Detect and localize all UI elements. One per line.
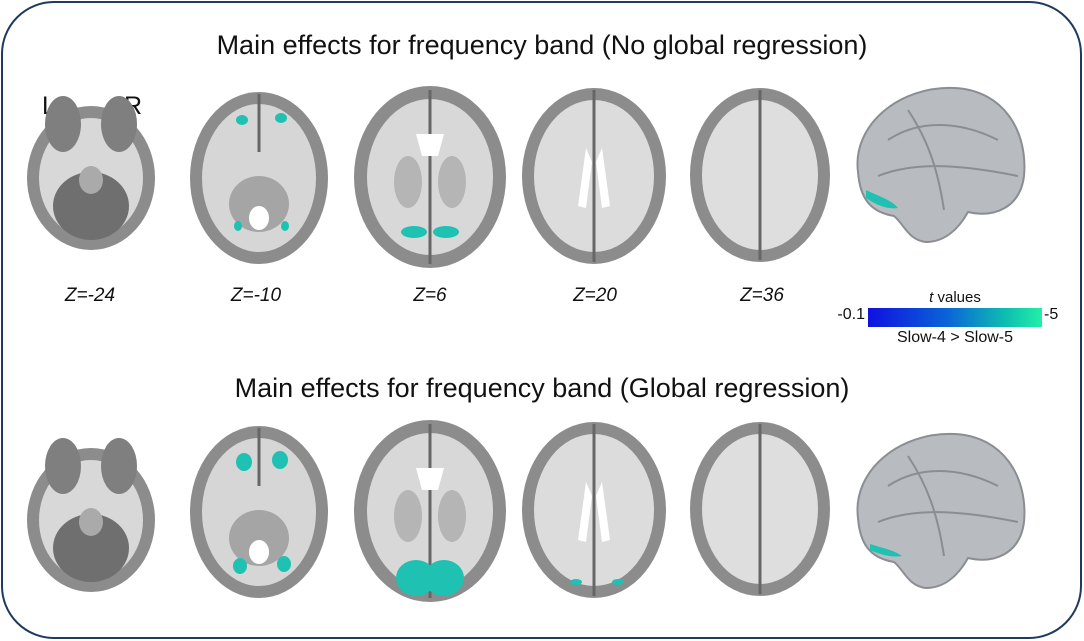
bottom-row-title: Main effects for frequency band (Global …: [234, 373, 850, 403]
slice-bottom-z6: [354, 420, 506, 602]
legend-max-label: -5: [1044, 306, 1059, 323]
top-row-title: Main effects for frequency band (No glob…: [216, 30, 868, 60]
slice-bottom-z-24: [27, 438, 155, 592]
slice-label: Z=-10: [230, 285, 282, 306]
slice-bottom-z-10: [190, 426, 328, 598]
slice-top-z36: [690, 88, 830, 262]
slice-top-z20: [522, 88, 666, 264]
legend-title: t values: [868, 289, 1042, 306]
slice-bottom-z36: [690, 422, 830, 596]
slice-top-z6: [354, 86, 506, 268]
slice-label: Z=36: [740, 285, 784, 306]
surface-render-top: [856, 86, 1026, 244]
legend-title-rest: values: [933, 289, 981, 306]
legend-colorbar: [868, 308, 1042, 327]
slice-label: Z=6: [413, 285, 447, 306]
legend-title-variable: t: [929, 289, 934, 306]
surface-render-bottom: [856, 432, 1026, 590]
slice-top-z-10: [190, 92, 328, 264]
slice-top-z-24: [27, 96, 155, 250]
legend-min-label: -0.1: [837, 306, 865, 323]
slice-label: Z=-24: [64, 285, 116, 306]
legend-contrast-label: Slow-4 > Slow-5: [896, 329, 1014, 346]
slice-label: Z=20: [573, 285, 617, 306]
slice-bottom-z20: [522, 422, 666, 598]
